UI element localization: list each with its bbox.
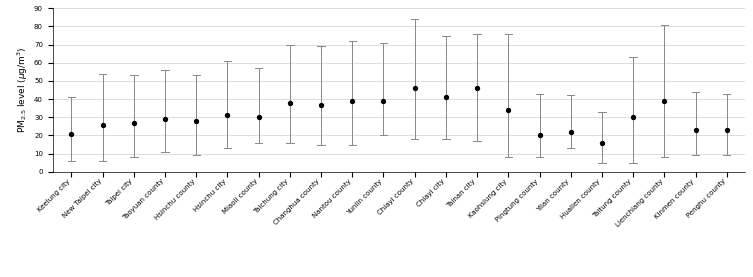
Point: [66, 131, 78, 136]
Point: [440, 95, 452, 99]
Point: [221, 113, 233, 118]
Point: [284, 101, 296, 105]
Point: [627, 115, 639, 119]
Point: [565, 130, 577, 134]
Point: [658, 99, 670, 103]
Point: [315, 102, 327, 107]
Point: [690, 128, 702, 132]
Point: [502, 108, 514, 112]
Point: [596, 140, 608, 145]
Point: [346, 99, 358, 103]
Point: [377, 99, 389, 103]
Point: [253, 115, 265, 119]
Point: [128, 120, 140, 125]
Point: [409, 86, 421, 90]
Point: [471, 86, 483, 90]
Point: [159, 117, 171, 121]
Point: [96, 122, 108, 127]
Y-axis label: PM$_{2.5}$ level ($\mu$g/m$^3$): PM$_{2.5}$ level ($\mu$g/m$^3$): [15, 47, 30, 133]
Point: [533, 133, 545, 138]
Point: [721, 128, 733, 132]
Point: [191, 119, 203, 123]
